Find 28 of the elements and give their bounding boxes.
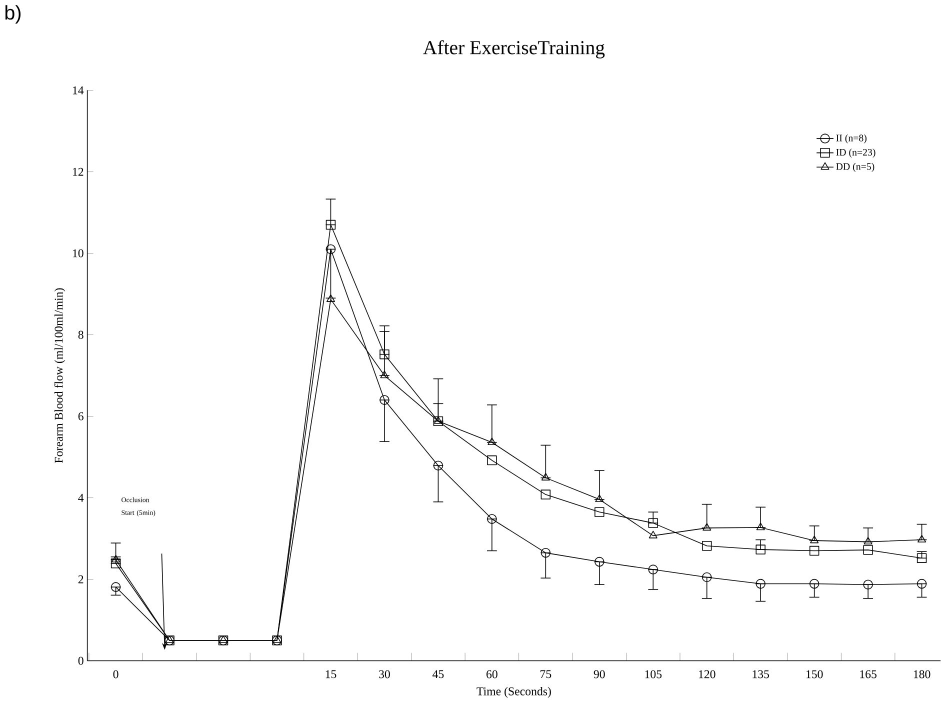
x-axis-title: Time (Seconds) [476, 686, 551, 698]
y-tick-label: 4 [78, 494, 84, 502]
x-tick-label: 150 [806, 670, 823, 678]
y-tick-label: 14 [73, 86, 84, 94]
x-tick-label: 90 [594, 670, 605, 678]
x-tick-label: 75 [540, 670, 552, 678]
x-tick-label: 0 [113, 670, 118, 678]
x-tick-label: 60 [486, 670, 498, 678]
x-tick-label: 165 [860, 670, 876, 678]
y-tick-label: 12 [73, 168, 84, 176]
x-tick-label: 105 [645, 670, 662, 678]
y-axis-title: Forearm Blood flow (ml/100ml/min) [54, 288, 66, 463]
legend-label: DD (n=5) [836, 162, 874, 172]
y-tick-label: 0 [78, 656, 84, 665]
y-tick-label: 8 [78, 330, 84, 339]
x-tick-label: 180 [914, 670, 930, 678]
x-tick-label: 135 [752, 670, 770, 678]
legend-label: II (n=8) [836, 134, 866, 144]
x-tick-label: 45 [432, 670, 444, 678]
y-tick-label: 10 [73, 249, 84, 258]
x-tick-label: 120 [699, 670, 716, 678]
y-tick-label: 6 [78, 412, 84, 420]
legend-label: ID (n=23) [836, 148, 876, 158]
x-tick-label: 15 [326, 670, 336, 678]
x-tick-label: 30 [379, 670, 390, 678]
chart-title: After ExerciseTraining [423, 40, 605, 58]
y-tick-label: 2 [78, 575, 84, 584]
text: b) [5, 5, 21, 24]
